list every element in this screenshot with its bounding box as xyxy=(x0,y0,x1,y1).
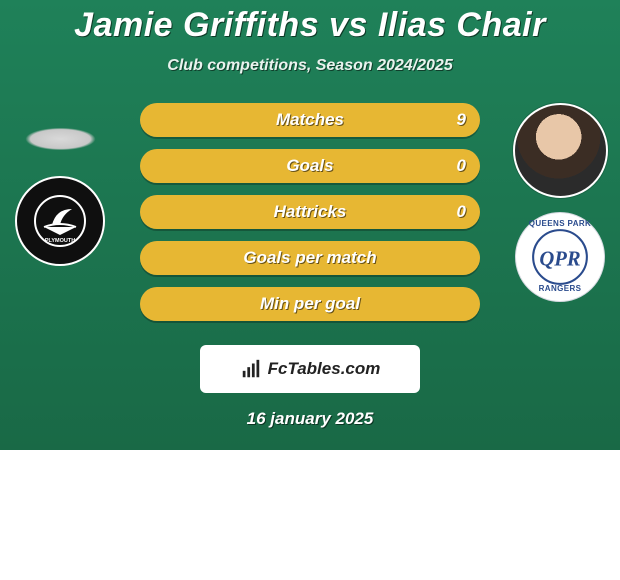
plymouth-crest-icon: PLYMOUTH xyxy=(30,191,90,251)
stat-right-value: 0 xyxy=(457,156,466,176)
stat-label: Goals per match xyxy=(243,248,376,268)
crest-text-bottom: RANGERS xyxy=(539,284,582,293)
player-right-avatar xyxy=(513,103,608,198)
player-left-avatar xyxy=(13,67,108,162)
stat-right-value: 9 xyxy=(457,110,466,130)
stat-row: Matches 9 xyxy=(140,103,480,137)
player-right-crest: QUEENS PARK QPR RANGERS xyxy=(515,212,605,302)
chart-icon xyxy=(240,358,262,380)
date-text: 16 january 2025 xyxy=(0,409,620,429)
watermark-text: FcTables.com xyxy=(268,359,381,379)
stat-row: Goals per match xyxy=(140,241,480,275)
crest-text-top: QUEENS PARK xyxy=(529,219,591,228)
stat-right-value: 0 xyxy=(457,202,466,222)
content-area: PLYMOUTH QUEENS PARK QPR RANGERS Matches… xyxy=(0,103,620,333)
stat-row: Min per goal xyxy=(140,287,480,321)
player-right-column: QUEENS PARK QPR RANGERS xyxy=(500,103,620,302)
stat-label: Min per goal xyxy=(260,294,360,314)
player-left-column: PLYMOUTH xyxy=(0,103,120,266)
stat-row: Goals 0 xyxy=(140,149,480,183)
svg-text:QPR: QPR xyxy=(539,248,580,270)
svg-text:PLYMOUTH: PLYMOUTH xyxy=(45,238,75,244)
subtitle: Club competitions, Season 2024/2025 xyxy=(0,57,620,75)
watermark-badge: FcTables.com xyxy=(200,345,420,393)
comparison-card: Jamie Griffiths vs Ilias Chair Club comp… xyxy=(0,0,620,450)
qpr-crest-icon: QPR xyxy=(529,226,591,288)
stat-label: Matches xyxy=(276,110,344,130)
page-title: Jamie Griffiths vs Ilias Chair xyxy=(0,0,620,45)
stat-label: Goals xyxy=(286,156,333,176)
player-left-crest: PLYMOUTH xyxy=(15,176,105,266)
stat-row: Hattricks 0 xyxy=(140,195,480,229)
stat-bars: Matches 9 Goals 0 Hattricks 0 Goals per match M… xyxy=(140,103,480,333)
stat-label: Hattricks xyxy=(274,202,347,222)
